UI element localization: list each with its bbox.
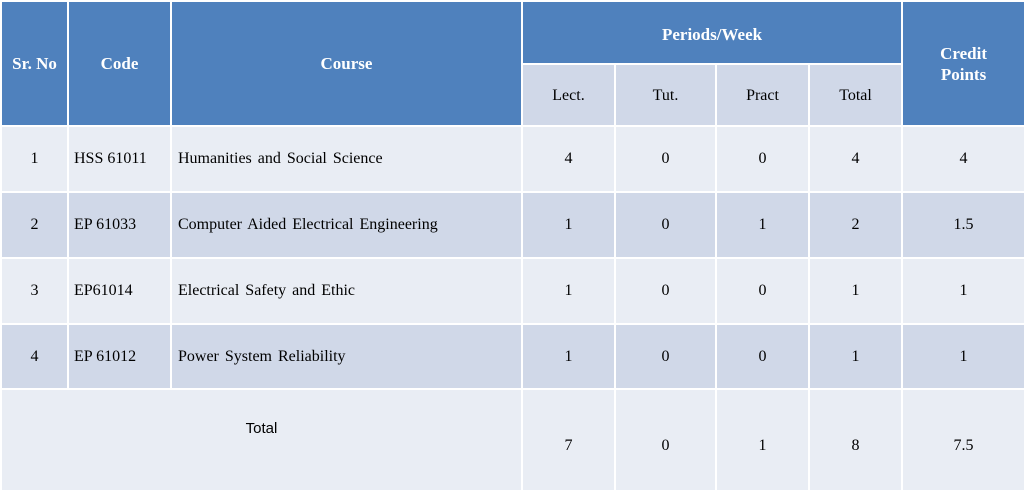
header-lect: Lect. (521, 63, 616, 127)
total-tut: 0 (614, 388, 717, 492)
header-periods-week: Periods/Week (520, 0, 904, 65)
cell-total: 1 (807, 257, 904, 325)
cell-pract: 0 (715, 257, 810, 325)
cell-lect: 1 (521, 323, 616, 390)
total-credits: 7.5 (901, 388, 1024, 492)
total-pract: 1 (715, 388, 810, 492)
cell-course: Electrical Safety and Ethic (170, 257, 523, 325)
table-row: 2 EP 61033 Computer Aided Electrical Eng… (0, 191, 1024, 259)
cell-sr: 3 (0, 257, 69, 325)
cell-course: Power System Reliability (170, 323, 523, 390)
cell-pract: 1 (715, 191, 810, 259)
header-pract: Pract (715, 63, 810, 127)
cell-total: 1 (807, 323, 904, 390)
cell-lect: 1 (521, 257, 616, 325)
cell-code: EP61014 (67, 257, 172, 325)
table-header: Sr. No Code Course Periods/Week Credit P… (0, 0, 1024, 127)
cell-tut: 0 (614, 323, 717, 390)
subheader-row: Lect. Tut. Pract Total (1, 63, 1024, 127)
cell-code: EP 61012 (67, 323, 172, 390)
header-tut: Tut. (614, 63, 717, 127)
cell-code: HSS 61011 (67, 125, 172, 193)
header-code: Code (67, 0, 172, 127)
cell-pract: 0 (715, 125, 810, 193)
header-total: Total (807, 63, 904, 127)
cell-tut: 0 (614, 191, 717, 259)
cell-credits: 1.5 (901, 191, 1024, 259)
table-body: 1 HSS 61011 Humanities and Social Scienc… (0, 125, 1024, 492)
total-lect: 7 (521, 388, 616, 492)
header-course: Course (170, 0, 523, 127)
cell-credits: 4 (901, 125, 1024, 193)
cell-total: 4 (807, 125, 904, 193)
cell-course: Humanities and Social Science (170, 125, 523, 193)
cell-sr: 2 (0, 191, 69, 259)
table-row: 1 HSS 61011 Humanities and Social Scienc… (0, 125, 1024, 193)
table-row: 3 EP61014 Electrical Safety and Ethic 1 … (0, 257, 1024, 325)
header-credit-points: Credit Points (901, 0, 1024, 127)
cell-credits: 1 (901, 323, 1024, 390)
total-row: Total 7 0 1 8 7.5 (0, 388, 1024, 492)
cell-sr: 4 (0, 323, 69, 390)
cell-credits: 1 (901, 257, 1024, 325)
cell-lect: 1 (521, 191, 616, 259)
cell-tut: 0 (614, 257, 717, 325)
cell-pract: 0 (715, 323, 810, 390)
table-row: 4 EP 61012 Power System Reliability 1 0 … (0, 323, 1024, 390)
total-total: 8 (807, 388, 904, 492)
cell-course: Computer Aided Electrical Engineering (170, 191, 523, 259)
header-sr-no: Sr. No (0, 0, 69, 127)
cell-total: 2 (807, 191, 904, 259)
header-row: Sr. No Code Course Periods/Week Credit P… (0, 0, 1024, 127)
cell-tut: 0 (614, 125, 717, 193)
cell-sr: 1 (0, 125, 69, 193)
total-label: Total (0, 388, 523, 492)
cell-code: EP 61033 (67, 191, 172, 259)
cell-lect: 4 (521, 125, 616, 193)
